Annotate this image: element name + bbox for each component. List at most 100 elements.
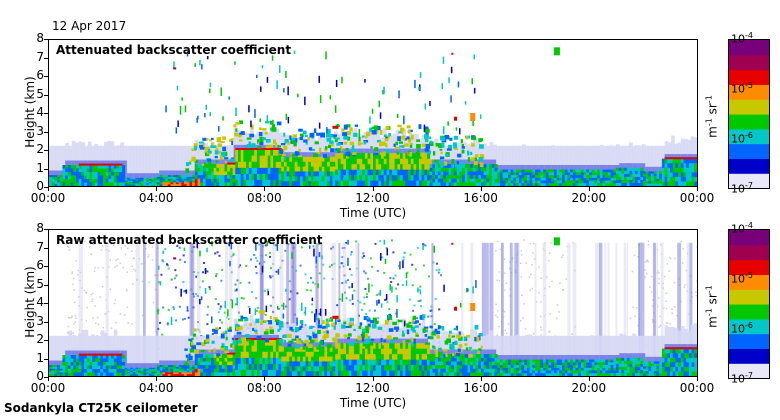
bl-cell bbox=[300, 166, 304, 172]
bl-cell bbox=[462, 171, 466, 176]
noise-speckle bbox=[263, 260, 266, 263]
bl-cell bbox=[370, 354, 374, 360]
bl-cell bbox=[305, 361, 309, 367]
bl-cell bbox=[135, 179, 139, 181]
bl-cell bbox=[389, 370, 393, 376]
bl-cell bbox=[200, 178, 204, 183]
bl-cell bbox=[170, 178, 174, 181]
bl-cell bbox=[67, 365, 72, 369]
bl-cell bbox=[159, 184, 163, 186]
bl-cell bbox=[54, 176, 58, 179]
bl-cell bbox=[370, 359, 374, 366]
cloud-return bbox=[84, 353, 88, 356]
bl-cell bbox=[243, 357, 247, 364]
bl-cell bbox=[70, 179, 74, 183]
bl-cell bbox=[462, 357, 466, 362]
bl-cell bbox=[378, 348, 382, 355]
bl-cell bbox=[89, 362, 93, 366]
bl-cell bbox=[62, 358, 66, 362]
bl-cell bbox=[359, 164, 363, 170]
bl-cell bbox=[162, 176, 166, 179]
noise-speckle bbox=[676, 314, 678, 317]
bl-cell bbox=[151, 184, 155, 186]
bl-cell bbox=[100, 358, 104, 362]
bl-cell bbox=[443, 357, 447, 362]
bl-cell bbox=[610, 359, 614, 363]
bl-cell bbox=[572, 362, 576, 365]
noise-speckle bbox=[256, 259, 259, 262]
noise-speckle bbox=[119, 262, 121, 264]
bl-cell bbox=[626, 170, 630, 174]
bl-cell bbox=[413, 365, 417, 371]
bl-cell bbox=[391, 153, 396, 159]
bl-cell bbox=[583, 370, 587, 374]
noise-speckle bbox=[207, 305, 209, 308]
bl-cell bbox=[265, 363, 269, 370]
plume-cell bbox=[204, 152, 210, 157]
bl-cell bbox=[400, 370, 404, 376]
bl-cell bbox=[283, 361, 288, 367]
bl-cell bbox=[200, 164, 204, 168]
bl-cell bbox=[489, 361, 493, 366]
bl-cell bbox=[456, 357, 460, 362]
haze-column bbox=[136, 335, 141, 376]
plume-cell bbox=[433, 151, 436, 156]
bl-cell bbox=[159, 366, 163, 369]
bl-cell bbox=[103, 358, 107, 362]
bl-cell bbox=[575, 172, 579, 175]
bl-cell bbox=[232, 171, 236, 176]
bl-cell bbox=[518, 359, 522, 363]
bl-cell bbox=[343, 180, 347, 186]
bl-cell bbox=[440, 171, 444, 176]
bl-cell bbox=[624, 176, 628, 180]
noise-speckle bbox=[367, 277, 369, 280]
bl-cell bbox=[356, 365, 360, 371]
bl-cell bbox=[113, 362, 117, 366]
bl-cell bbox=[343, 158, 347, 165]
bl-cell bbox=[656, 173, 660, 177]
bl-cell bbox=[688, 158, 693, 164]
noise-speckle bbox=[183, 317, 186, 320]
noise-speckle bbox=[311, 303, 314, 306]
bl-cell bbox=[248, 179, 252, 186]
bl-cell bbox=[130, 179, 134, 181]
bl-cell bbox=[391, 158, 396, 165]
bl-cell bbox=[381, 175, 385, 181]
bl-cell bbox=[408, 158, 412, 165]
bl-cell bbox=[54, 372, 58, 375]
bl-cell bbox=[505, 180, 509, 184]
bl-cell bbox=[532, 365, 536, 368]
noise-speckle bbox=[559, 282, 561, 284]
bl-cell bbox=[683, 176, 687, 182]
bl-cell bbox=[130, 367, 134, 370]
bl-cell bbox=[605, 175, 609, 178]
bl-cell bbox=[178, 368, 182, 371]
noise-speckle bbox=[562, 254, 564, 256]
noise-streak bbox=[237, 242, 240, 371]
noise-speckle bbox=[74, 315, 76, 317]
bl-cell bbox=[405, 169, 409, 176]
bl-cell bbox=[597, 373, 601, 376]
plume-cell bbox=[357, 140, 361, 146]
bl-cell bbox=[691, 362, 695, 367]
plume-cell bbox=[332, 134, 338, 137]
plume-cell bbox=[251, 143, 256, 148]
bl-cell bbox=[332, 351, 336, 357]
bl-cell bbox=[367, 175, 371, 181]
bl-cell bbox=[162, 178, 166, 181]
noise-speckle bbox=[495, 250, 497, 252]
noise-speckle bbox=[350, 253, 353, 256]
bl-cell bbox=[192, 176, 196, 179]
bl-cell bbox=[67, 179, 72, 183]
plume-cell bbox=[456, 160, 459, 165]
bl-cell bbox=[259, 155, 263, 162]
bl-cell bbox=[386, 169, 390, 176]
bl-cell bbox=[316, 176, 320, 182]
bl-cell bbox=[375, 359, 379, 366]
bl-cell bbox=[362, 180, 366, 186]
plume-cell bbox=[222, 136, 227, 140]
bl-cell bbox=[108, 369, 112, 373]
bl-cell bbox=[543, 373, 547, 376]
bl-cell bbox=[691, 353, 695, 358]
noise-speckle bbox=[392, 251, 395, 254]
